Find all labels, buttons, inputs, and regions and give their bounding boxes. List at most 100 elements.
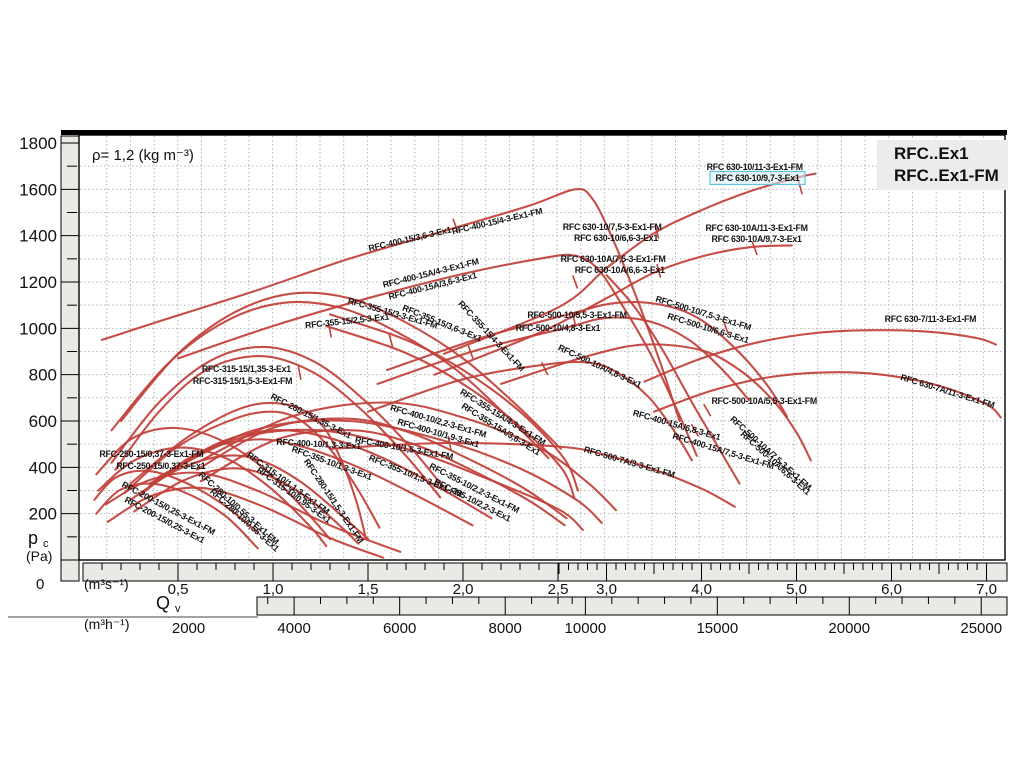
curve-label: RFC 630-10A/11-3-Ex1-FM: [705, 223, 807, 233]
fan-curve: [376, 316, 751, 402]
operating-limit-tick: [327, 323, 333, 338]
m3s-tick-label: 3,0: [596, 581, 617, 598]
m3h-tick-label: 4000: [277, 620, 310, 637]
curve-label: RFC-500-10A/4,8-3-Ex1: [557, 342, 644, 389]
m3h-tick-label: 2000: [172, 620, 205, 637]
y-axis-title: p c: [28, 528, 49, 550]
m3s-tick-label: 1,0: [263, 581, 284, 598]
curve-label: RFC-315-15/1,35-3-Ex1: [202, 364, 291, 374]
x-axis-unit-m3s: (m³s⁻¹): [84, 576, 129, 592]
fan-curve: [195, 417, 568, 520]
y-axis-tick-label: 1800: [19, 134, 57, 153]
fan-curve: [157, 419, 603, 524]
legend-line-ex1-fm: RFC..Ex1-FM: [894, 166, 999, 185]
fan-curve: [97, 446, 328, 548]
operating-limit-tick: [467, 345, 474, 359]
m3s-tick-label: 7,0: [976, 581, 997, 598]
y-axis-tick-label: 1400: [19, 227, 57, 246]
m3s-tick-label: 5,0: [786, 581, 807, 598]
curve-label: RFC 630-10/6,6-3-Ex1: [574, 233, 658, 243]
fan-curve: [328, 441, 736, 508]
fan-curve: [123, 410, 381, 529]
plot-top-bar: [61, 130, 1007, 135]
fan-curve: [195, 401, 618, 512]
fan-curve: [93, 469, 259, 534]
y-axis-tick-label: 1200: [19, 273, 57, 292]
curve-label: RFC 630-10A/6,6-3-Ex1: [575, 265, 665, 275]
flow-symbol-subscript: v: [175, 603, 181, 615]
fan-curve: [325, 324, 576, 499]
m3h-tick-label: 10000: [565, 620, 607, 637]
fan-curve: [328, 313, 580, 492]
curve-label: RFC-500-7A/3-3-Ex1-FM: [583, 444, 676, 480]
x-axis-ruler-band-m3s: [82, 562, 1008, 582]
m3s-tick-label: 6,0: [881, 581, 902, 598]
operating-limit-tick: [751, 241, 758, 256]
x-axis-ruler-band-m3h: [256, 596, 1008, 616]
m3s-tick-label: 1,5: [358, 581, 379, 598]
y-axis-tick-label: 400: [29, 458, 57, 477]
legend-line-ex1: RFC..Ex1: [894, 144, 969, 163]
curve-label: RFC-400-15/3,6-3-Ex1: [368, 224, 453, 253]
fan-curve: [148, 428, 584, 531]
curve-label: RFC-400-15/4-3-Ex1-FM: [451, 206, 543, 237]
x-axis-unit-m3h: (m³h⁻¹): [84, 616, 130, 632]
fan-curve: [148, 429, 493, 520]
y-axis-tick-label: 1600: [19, 180, 57, 199]
m3h-tick-label: 6000: [383, 620, 416, 637]
fan-curve: [385, 301, 789, 418]
y-axis-ruler-band: [60, 135, 80, 582]
y-axis-tick-label: 1000: [19, 319, 57, 338]
fan-curve: [114, 355, 442, 499]
fan-curve: [138, 438, 474, 527]
m3h-tick-label: 20000: [828, 620, 870, 637]
series-legend: RFC..Ex1 RFC..Ex1-FM: [877, 140, 1008, 190]
fan-curve: [433, 244, 793, 376]
m3h-tick-label: 8000: [489, 620, 522, 637]
m3h-tick-label: 25000: [960, 620, 1002, 637]
operating-limit-tick: [452, 218, 459, 233]
operating-limit-tick: [572, 275, 579, 289]
m3s-tick-label: 2,5: [548, 581, 569, 598]
fan-curve: [652, 371, 1002, 419]
m3s-tick-label: 2,0: [453, 581, 474, 598]
y-axis-symbol: p: [28, 528, 39, 548]
fan-curve: [176, 253, 698, 457]
curve-label: RFC 630-10/11-3-Ex1-FM: [707, 162, 803, 172]
fan-curve: [133, 467, 360, 545]
curve-label: RFC-400-10/1,3-3-Ex1: [276, 437, 361, 451]
flow-axis-title: Q v: [156, 593, 181, 615]
operating-limit-tick: [447, 435, 452, 451]
curve-label: RFC-500-10A/5,5-3-Ex1-FM: [711, 396, 816, 406]
curve-label: RFC-315-15/1,5-3-Ex1-FM: [193, 376, 292, 386]
operating-limit-tick: [571, 313, 577, 328]
air-density-annotation: ρ= 1,2 (kg m⁻³): [92, 147, 194, 164]
fan-curve: [119, 291, 562, 450]
y-axis-symbol-subscript: c: [43, 538, 49, 550]
fan-curve: [104, 471, 402, 553]
curve-label: RFC 630-10/7,5-3-Ex1-FM: [563, 222, 662, 232]
operating-limit-tick: [297, 365, 302, 380]
axis-origin-zero: 0: [36, 576, 45, 593]
fan-curve: [643, 329, 998, 383]
fan-curve: [129, 401, 368, 541]
operating-limit-tick: [654, 224, 660, 239]
highlighted-label-box: [709, 170, 806, 186]
fan-curve: [605, 274, 741, 485]
m3h-tick-label: 15000: [696, 620, 738, 637]
curve-label: RFC-355-15/2,5-3-Ex1: [305, 311, 390, 330]
operating-limit-tick: [703, 403, 712, 417]
curve-label: RFC 630-10/9,7-3-Ex1: [716, 173, 800, 183]
curve-label: RFC-500-10/4,8-3-Ex1: [516, 323, 601, 333]
m3s-tick-label: 4,0: [691, 581, 712, 598]
y-axis-tick-label: 800: [29, 366, 57, 385]
curve-label: RFC-250-15/0,37-3-Ex1: [116, 461, 205, 471]
fan-curve: [499, 343, 812, 462]
y-axis-tick-label: 600: [29, 412, 57, 431]
y-axis-tick-label: 200: [29, 505, 57, 524]
operating-limit-tick: [690, 423, 700, 437]
flow-symbol: Q: [156, 593, 171, 613]
curve-label: RFC 630-10A/9,7-3-Ex1: [712, 234, 802, 244]
